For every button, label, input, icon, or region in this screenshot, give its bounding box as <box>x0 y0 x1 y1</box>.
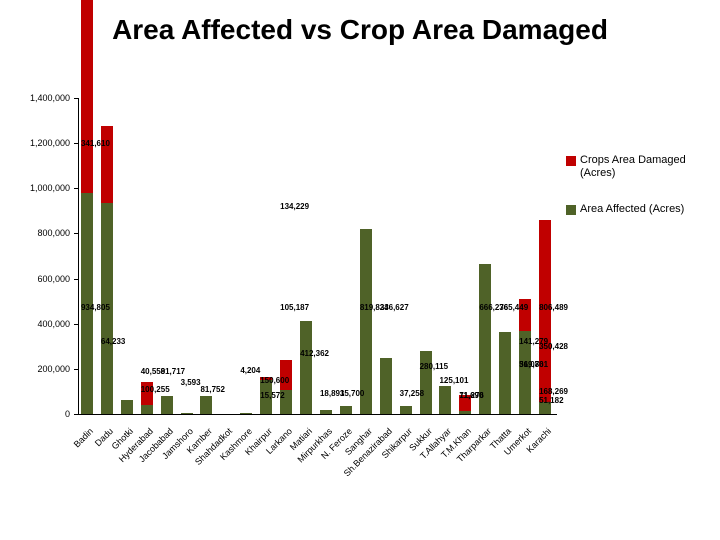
bar-area-affected <box>300 321 312 414</box>
bar-value-label: 168,269 <box>539 387 568 396</box>
bar-area-affected <box>459 411 471 414</box>
legend-swatch-affected-icon <box>566 205 576 215</box>
bar-value-label: 412,362 <box>300 349 329 358</box>
bar-value-label: 100,255 <box>141 385 170 394</box>
bar-area-affected <box>200 396 212 414</box>
bar-value-label: 341,610 <box>81 139 110 148</box>
bar-value-label: 37,258 <box>400 389 424 398</box>
bar-area-affected <box>181 413 193 414</box>
y-tick-label: 1,400,000 <box>30 93 70 103</box>
bar-value-label: 15,572 <box>260 391 284 400</box>
bar-value-label: 365,449 <box>499 303 528 312</box>
bar-area-affected <box>360 229 372 414</box>
bar-value-label: 4,204 <box>240 366 260 375</box>
bar-area-affected <box>141 405 153 414</box>
bar-value-label: 51,070 <box>519 360 543 369</box>
legend-item-damaged: Crops Area Damaged (Acres) <box>566 154 696 179</box>
bar-value-label: 934,805 <box>81 303 110 312</box>
y-tick-label: 800,000 <box>37 228 70 238</box>
bar-area-affected <box>380 358 392 414</box>
chart-title: Area Affected vs Crop Area Damaged <box>0 0 720 46</box>
x-category-label: Badin <box>72 426 95 449</box>
bar-value-label: 35,700 <box>340 389 364 398</box>
bar-area-affected <box>439 386 451 414</box>
bar-area-affected <box>499 332 511 414</box>
bar-value-label: 51,182 <box>539 396 563 405</box>
y-tick-label: 200,000 <box>37 364 70 374</box>
bar-value-label: 134,229 <box>280 202 309 211</box>
y-tick-label: 1,200,000 <box>30 138 70 148</box>
bar-area-affected <box>161 396 173 414</box>
y-tick-label: 0 <box>65 409 70 419</box>
bar-area-affected <box>340 406 352 414</box>
bar-value-label: 81,752 <box>200 385 224 394</box>
bar-value-label: 350,428 <box>539 342 568 351</box>
bar-value-label: 806,489 <box>539 303 568 312</box>
bar-area-affected <box>121 400 133 414</box>
bar-value-label: 81,717 <box>161 367 185 376</box>
bar-area-affected <box>320 410 332 414</box>
bar-value-label: 105,187 <box>280 303 309 312</box>
y-tick-label: 1,000,000 <box>30 183 70 193</box>
legend-swatch-damaged-icon <box>566 156 576 166</box>
bar-value-label: 64,233 <box>101 337 125 346</box>
y-tick-label: 600,000 <box>37 274 70 284</box>
bar-area-affected <box>240 413 252 414</box>
plot-region: 341,610934,80564,23340,559100,25581,7173… <box>78 98 557 415</box>
bar-area-affected <box>400 406 412 414</box>
bar-crops-damaged <box>81 0 93 193</box>
legend-item-affected: Area Affected (Acres) <box>566 203 696 216</box>
bar-value-label: 150,600 <box>260 376 289 385</box>
bar-crops-damaged <box>101 126 113 203</box>
bar-value-label: 3,593 <box>181 378 201 387</box>
bar-value-label: 246,627 <box>380 303 409 312</box>
chart-area: 0 200,000 400,000 600,000 800,000 1,000,000 1,… <box>24 98 696 518</box>
bar-value-label: 71,276 <box>459 391 483 400</box>
legend: Crops Area Damaged (Acres) Area Affected… <box>566 154 696 240</box>
bar-area-affected <box>420 351 432 414</box>
y-tick-label: 400,000 <box>37 319 70 329</box>
legend-label-affected: Area Affected (Acres) <box>580 203 684 216</box>
bar-value-label: 280,115 <box>420 362 448 371</box>
legend-label-damaged: Crops Area Damaged (Acres) <box>580 154 696 179</box>
bar-value-label: 125,101 <box>439 376 468 385</box>
